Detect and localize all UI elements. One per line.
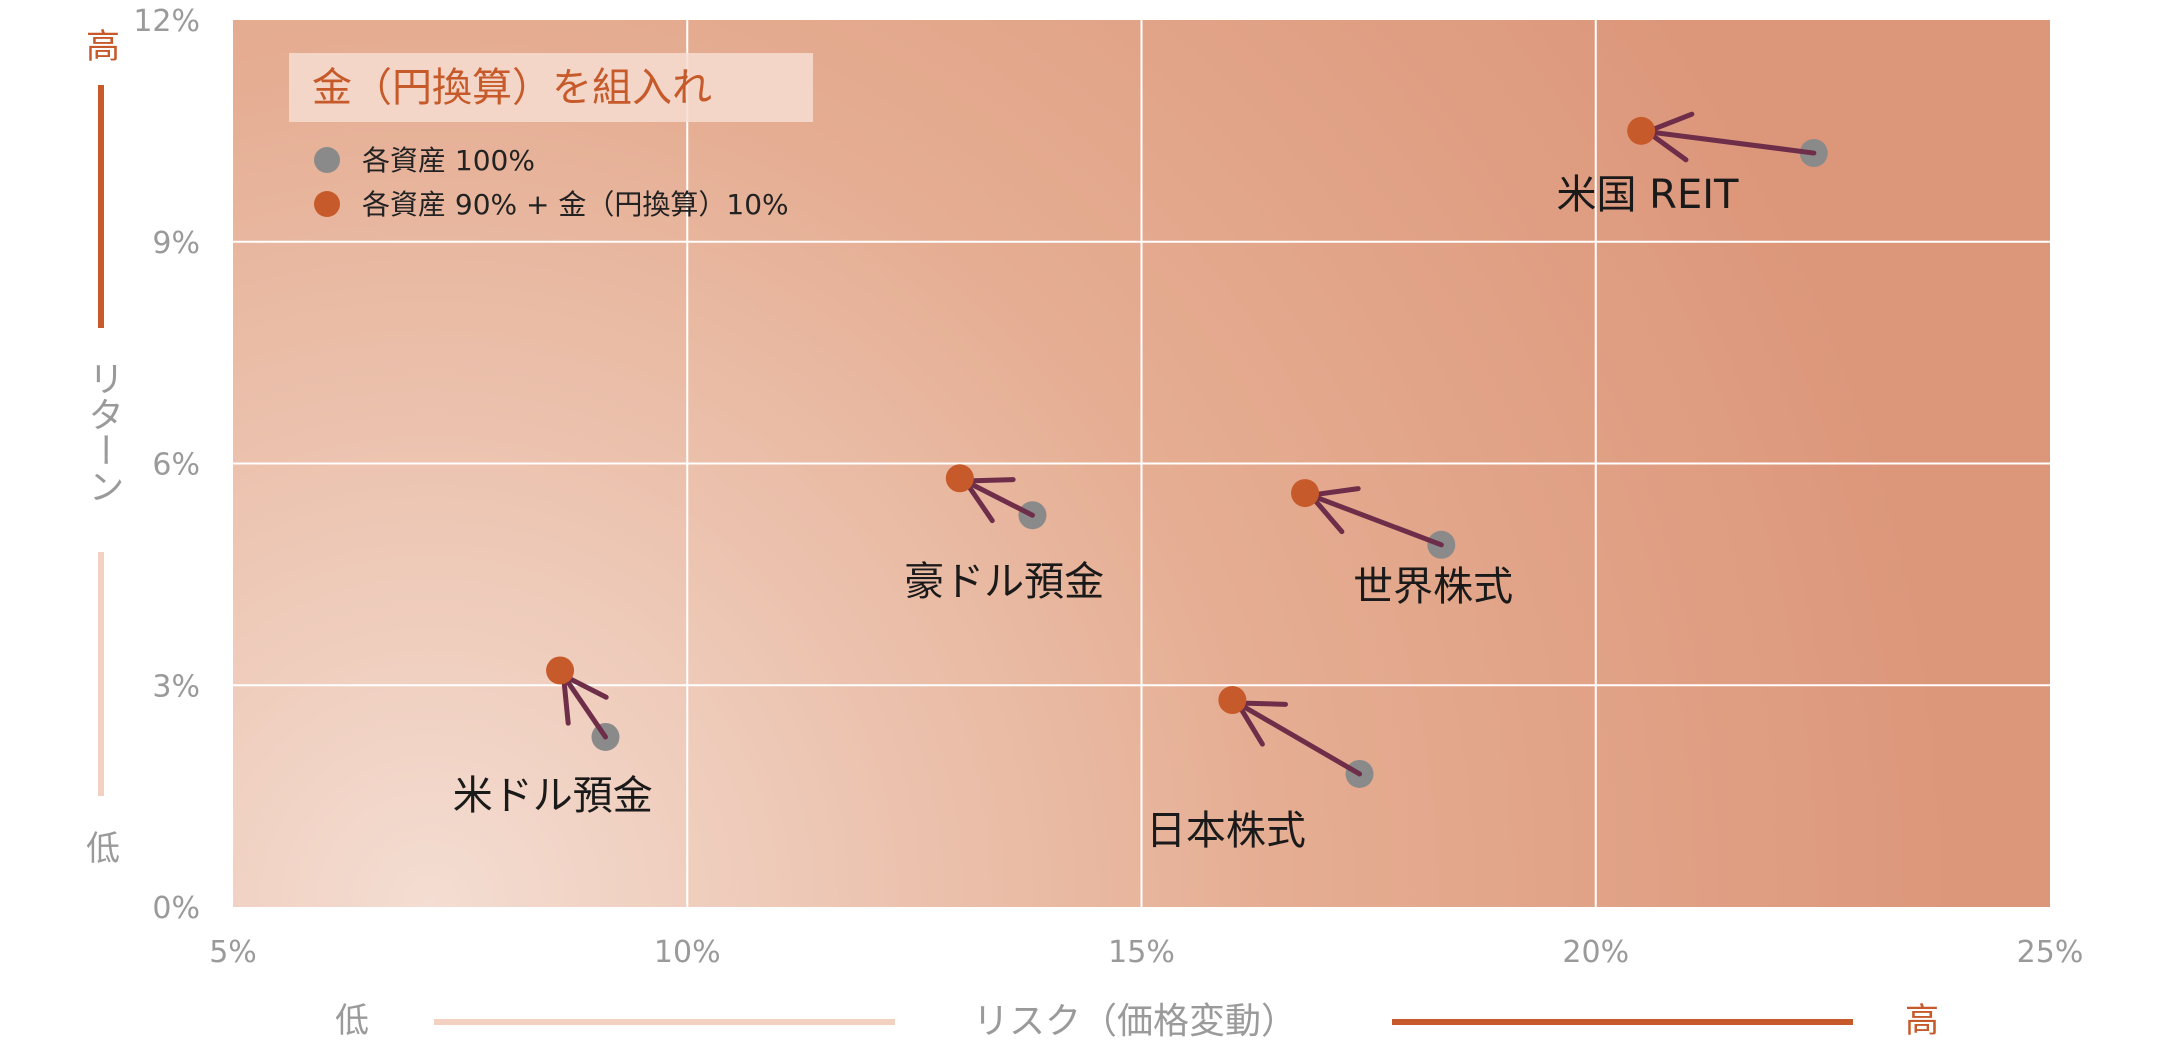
point-label: 豪ドル預金	[904, 559, 1104, 605]
point-label: 世界株式	[1353, 564, 1513, 610]
x-tick-label: 25%	[2017, 935, 2084, 970]
arrow-shaft	[962, 478, 1035, 518]
point-label: 米国 REIT	[1556, 172, 1739, 218]
x-tick-label: 10%	[654, 935, 721, 970]
axis-ticks: 5% 10% 15% 20% 25% 0% 3% 6% 9% 12%	[133, 4, 2083, 970]
point-after	[1218, 686, 1247, 715]
x-tick-label: 20%	[1562, 935, 1629, 970]
y-axis-label: リターン	[83, 360, 124, 504]
x-axis-high-label: 高	[1905, 1001, 1939, 1041]
legend-title-box	[289, 53, 813, 122]
arrow-shaft	[1644, 129, 1817, 156]
y-axis-high-label: 高	[86, 27, 120, 67]
legend-item-after: 各資産 90% + 金（円換算）10%	[362, 188, 789, 221]
point-after	[945, 464, 974, 493]
arrow-shaft	[1235, 700, 1363, 777]
x-tick-label: 5%	[209, 935, 257, 970]
y-tick-label: 9%	[152, 226, 200, 261]
grid-lines	[233, 20, 2050, 907]
y-tick-label: 6%	[152, 448, 200, 483]
legend-marker-after	[314, 191, 340, 217]
y-tick-label: 12%	[133, 4, 200, 39]
legend-item-before: 各資産 100%	[362, 144, 535, 177]
point-label: 米ドル預金	[453, 773, 653, 819]
y-axis-low-label: 低	[86, 829, 120, 869]
x-tick-label: 15%	[1108, 935, 1175, 970]
arrow-shaft	[560, 672, 608, 740]
legend-marker-before	[314, 147, 340, 173]
legend: 金（円換算）を組入れ 各資産 100% 各資産 90% + 金（円換算）10%	[289, 53, 813, 221]
arrow-shaft	[1308, 492, 1444, 548]
point-after	[1291, 479, 1320, 508]
legend-title: 金（円換算）を組入れ	[312, 65, 712, 111]
y-tick-label: 3%	[152, 669, 200, 704]
point-after	[546, 656, 575, 685]
x-axis-low-label: 低	[335, 1001, 369, 1041]
point-after	[1627, 116, 1656, 145]
point-label: 日本株式	[1146, 808, 1306, 854]
y-tick-label: 0%	[152, 891, 200, 926]
x-axis-label: リスク（価格変動）	[973, 1001, 1297, 1042]
